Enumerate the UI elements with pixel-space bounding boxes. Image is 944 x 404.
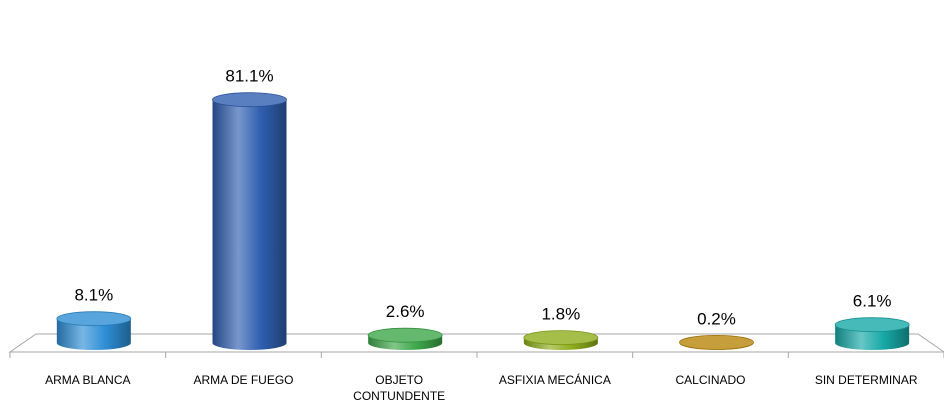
category-label: ARMA BLANCA — [45, 373, 130, 387]
bar — [56, 311, 132, 351]
data-labels: 8.1% 81.1% 2.6% 1.8% 0.2% 6.1% — [74, 67, 891, 329]
bar-top — [56, 311, 132, 327]
bar-body — [212, 99, 287, 351]
bar-top — [834, 317, 910, 333]
category-labels: ARMA BLANCA ARMA DE FUEGO OBJETO CONTUNDENT… — [45, 372, 918, 403]
data-label: 0.2% — [697, 309, 736, 328]
bar — [523, 330, 599, 351]
data-label: 81.1% — [225, 67, 273, 86]
bar-top — [212, 92, 287, 108]
bar-top — [679, 334, 754, 350]
bar — [367, 327, 443, 351]
category-label: CALCINADO — [675, 373, 745, 387]
data-label: 2.6% — [386, 302, 425, 321]
bar — [679, 334, 754, 351]
category-label: ARMA DE FUEGO — [193, 373, 293, 387]
category-label: SIN DETERMINAR — [815, 373, 918, 387]
bar-body — [56, 318, 131, 351]
data-label: 6.1% — [853, 292, 892, 311]
data-label: 8.1% — [74, 286, 113, 305]
bar — [834, 317, 910, 351]
category-label: ASFIXIA MECÁNICA — [499, 372, 611, 387]
x-axis-ticks — [9, 352, 944, 358]
bar — [212, 92, 287, 351]
bar-top — [523, 330, 599, 346]
category-label: OBJETO CONTUNDENTE — [353, 373, 445, 403]
chart-floor — [8, 333, 944, 353]
data-label: 1.8% — [541, 305, 580, 324]
bar-top — [367, 327, 443, 343]
floor-plane — [8, 333, 944, 353]
bars — [56, 92, 910, 351]
